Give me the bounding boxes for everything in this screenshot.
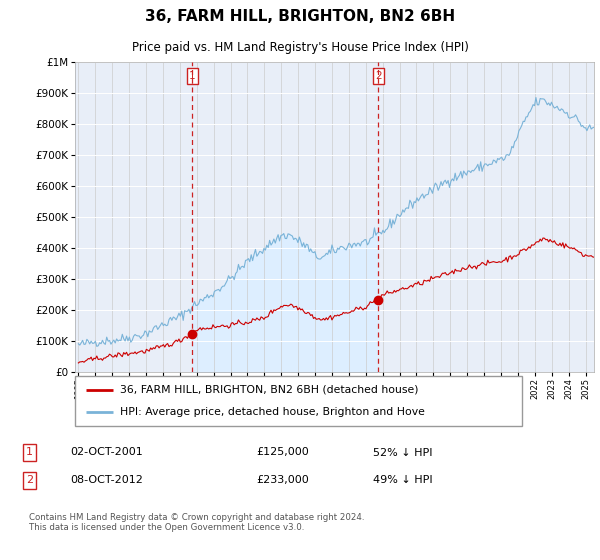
- Text: 52% ↓ HPI: 52% ↓ HPI: [373, 447, 433, 458]
- Text: Price paid vs. HM Land Registry's House Price Index (HPI): Price paid vs. HM Land Registry's House …: [131, 41, 469, 54]
- Text: 49% ↓ HPI: 49% ↓ HPI: [373, 475, 433, 485]
- Text: 2: 2: [26, 475, 33, 485]
- Text: 08-OCT-2012: 08-OCT-2012: [70, 475, 143, 485]
- Text: 1: 1: [26, 447, 33, 458]
- FancyBboxPatch shape: [75, 376, 522, 426]
- Text: 2: 2: [375, 71, 382, 81]
- Text: HPI: Average price, detached house, Brighton and Hove: HPI: Average price, detached house, Brig…: [120, 407, 425, 417]
- Text: 36, FARM HILL, BRIGHTON, BN2 6BH (detached house): 36, FARM HILL, BRIGHTON, BN2 6BH (detach…: [120, 385, 418, 395]
- Text: £125,000: £125,000: [256, 447, 309, 458]
- Text: 1: 1: [189, 71, 196, 81]
- Text: Contains HM Land Registry data © Crown copyright and database right 2024.
This d: Contains HM Land Registry data © Crown c…: [29, 512, 365, 532]
- Text: 02-OCT-2001: 02-OCT-2001: [70, 447, 143, 458]
- Text: £233,000: £233,000: [256, 475, 309, 485]
- Text: 36, FARM HILL, BRIGHTON, BN2 6BH: 36, FARM HILL, BRIGHTON, BN2 6BH: [145, 9, 455, 24]
